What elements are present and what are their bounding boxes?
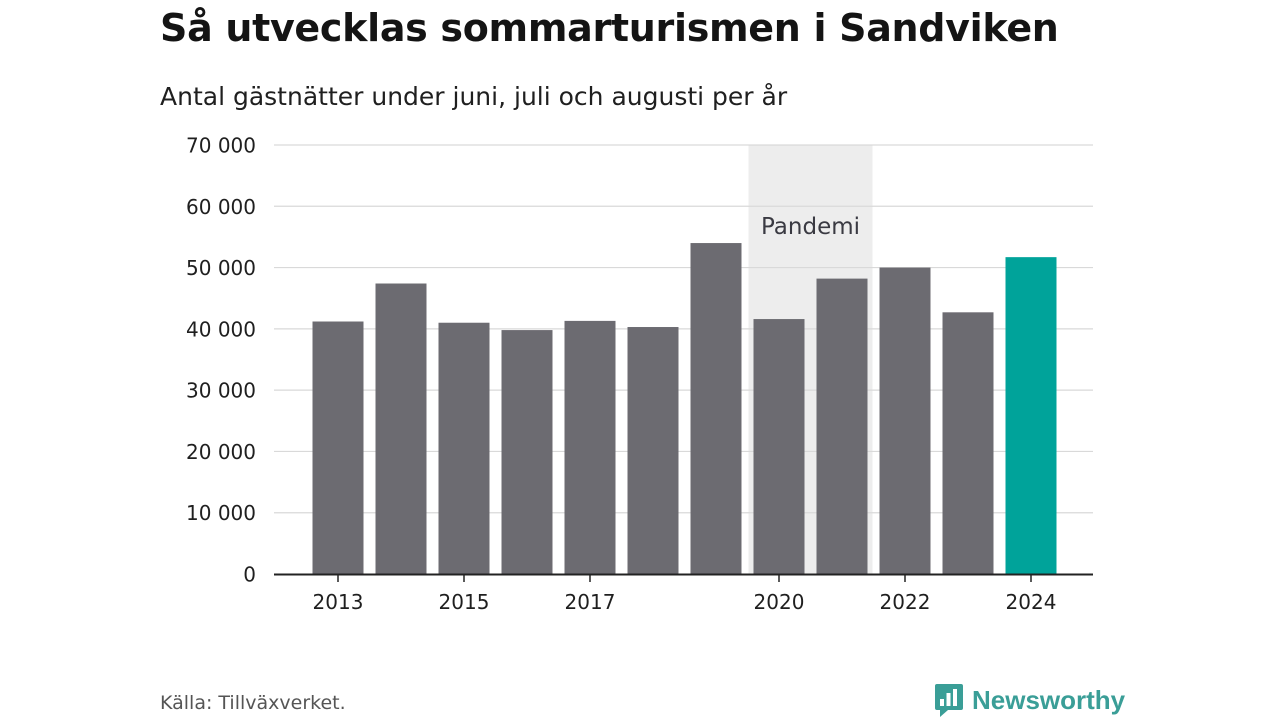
bar <box>627 327 679 574</box>
chart-subtitle: Antal gästnätter under juni, juli och au… <box>160 82 788 111</box>
y-tick-label: 20 000 <box>186 440 256 464</box>
chart-title: Så utvecklas sommarturismen i Sandviken <box>160 6 1059 50</box>
y-tick-label: 70 000 <box>186 134 256 158</box>
bar <box>375 283 427 574</box>
y-tick-label: 0 <box>243 563 256 587</box>
x-tick-label: 2020 <box>754 590 805 614</box>
x-axis-ticks: 2013 2015 2017 2020 2022 2024 <box>313 575 1057 614</box>
source-note: Källa: Tillväxverket. <box>160 692 346 714</box>
y-tick-label: 30 000 <box>186 379 256 403</box>
y-tick-label: 10 000 <box>186 501 256 525</box>
bar <box>690 243 742 575</box>
x-tick-label: 2017 <box>565 590 616 614</box>
newsworthy-brand[interactable]: Newsworthy <box>934 682 1125 718</box>
brand-name: Newsworthy <box>972 684 1126 715</box>
x-tick-label: 2024 <box>1006 590 1057 614</box>
x-tick-label: 2013 <box>313 590 364 614</box>
x-tick-label: 2022 <box>880 590 931 614</box>
pandemic-label: Pandemi <box>761 214 860 240</box>
bar <box>753 319 805 574</box>
y-tick-label: 40 000 <box>186 317 256 341</box>
bar <box>501 330 553 574</box>
bar <box>564 320 616 574</box>
newsworthy-logo-icon <box>935 684 963 717</box>
bar <box>1005 257 1057 574</box>
y-tick-label: 60 000 <box>186 195 256 219</box>
bar <box>312 321 364 574</box>
x-tick-label: 2015 <box>439 590 490 614</box>
bar <box>816 278 868 574</box>
bar <box>438 322 490 574</box>
bar <box>879 267 931 574</box>
y-tick-label: 50 000 <box>186 256 256 280</box>
bar <box>942 312 994 574</box>
y-axis-ticks: 0 10 000 20 000 30 000 40 000 50 000 60 000 70 … <box>186 134 256 587</box>
bars <box>312 243 1057 575</box>
